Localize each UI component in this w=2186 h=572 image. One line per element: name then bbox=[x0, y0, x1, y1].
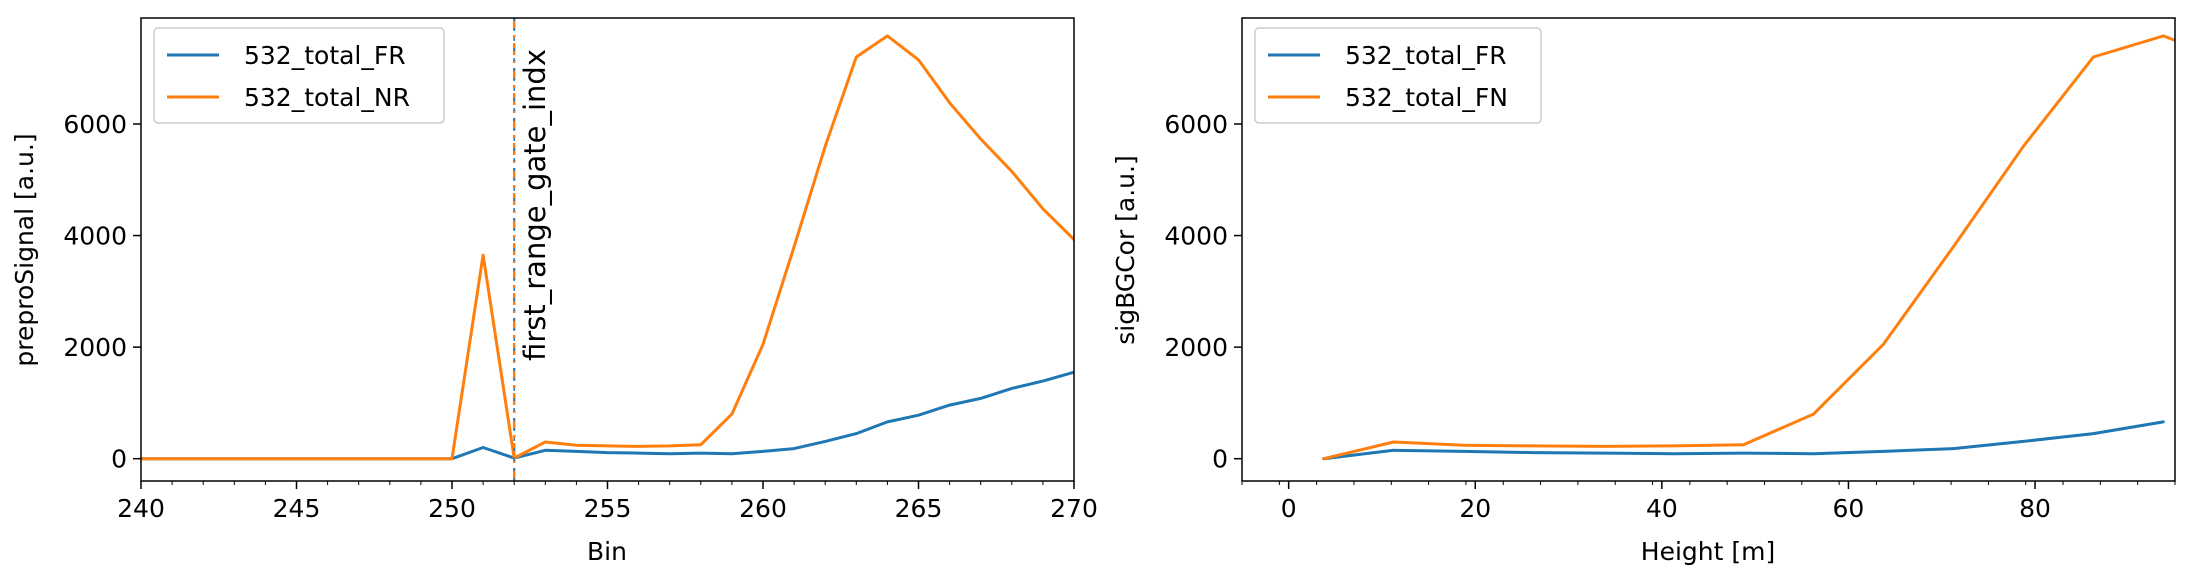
x-tick-label: 265 bbox=[895, 494, 943, 523]
y-tick-label: 6000 bbox=[1164, 110, 1228, 139]
y-tick-label: 4000 bbox=[63, 222, 127, 251]
series-line-532-total-fr bbox=[1322, 420, 2165, 461]
x-tick-label: 0 bbox=[1281, 494, 1297, 523]
chart-right: 0 20 40 60 80 0 2000 4000 6000 Height [m] sigBG… bbox=[1111, 17, 2176, 566]
chart-right-y-axis: 0 2000 4000 6000 bbox=[1164, 110, 1242, 474]
y-tick-label: 2000 bbox=[63, 333, 127, 362]
y-tick-label: 2000 bbox=[1164, 333, 1228, 362]
chart-right-legend: 532_total_FR 532_total_FN bbox=[1254, 27, 1542, 124]
chart-left-y-axis: 0 2000 4000 6000 bbox=[63, 110, 141, 474]
series-line-532-total-fn bbox=[1322, 34, 2175, 461]
x-tick-label: 250 bbox=[428, 494, 476, 523]
x-tick-label: 260 bbox=[739, 494, 787, 523]
x-tick-label: 240 bbox=[117, 494, 165, 523]
x-tick-label: 20 bbox=[1459, 494, 1491, 523]
legend-entry-532-total-fn: 532_total_FN bbox=[1345, 83, 1508, 112]
x-tick-label: 245 bbox=[273, 494, 321, 523]
y-tick-label: 0 bbox=[1212, 445, 1228, 474]
chart-left-x-axis-label: Bin bbox=[587, 537, 627, 566]
chart-right-x-axis-label: Height [m] bbox=[1641, 537, 1775, 566]
x-tick-label: 60 bbox=[1833, 494, 1865, 523]
chart-right-frame bbox=[1241, 17, 2176, 482]
y-tick-label: 4000 bbox=[1164, 222, 1228, 251]
annotation-first-range-gate-label: first_range_gate_indx bbox=[518, 49, 552, 361]
y-tick-label: 0 bbox=[111, 445, 127, 474]
series-line-532-total-nr bbox=[141, 34, 1074, 461]
x-tick-label: 80 bbox=[2019, 494, 2051, 523]
legend-entry-532-total-fr: 532_total_FR bbox=[1345, 41, 1507, 70]
legend-box bbox=[153, 27, 445, 124]
legend-entry-532-total-fr: 532_total_FR bbox=[244, 41, 406, 70]
chart-left-legend: 532_total_FR 532_total_NR bbox=[153, 27, 445, 124]
chart-right-series bbox=[1322, 34, 2175, 461]
legend-box bbox=[1254, 27, 1542, 124]
chart-left-x-axis: 240 245 250 255 260 265 270 bbox=[117, 481, 1098, 523]
x-tick-label: 255 bbox=[584, 494, 632, 523]
y-tick-label: 6000 bbox=[63, 110, 127, 139]
chart-left-y-axis-label: preproSignal [a.u.] bbox=[10, 133, 39, 366]
chart-right-x-axis: 0 20 40 60 80 bbox=[1241, 481, 2176, 523]
chart-left-series bbox=[141, 34, 1074, 461]
x-tick-label: 40 bbox=[1646, 494, 1678, 523]
legend-entry-532-total-nr: 532_total_NR bbox=[244, 83, 410, 112]
x-tick-label: 270 bbox=[1050, 494, 1098, 523]
chart-right-y-axis-label: sigBGCor [a.u.] bbox=[1111, 155, 1140, 344]
